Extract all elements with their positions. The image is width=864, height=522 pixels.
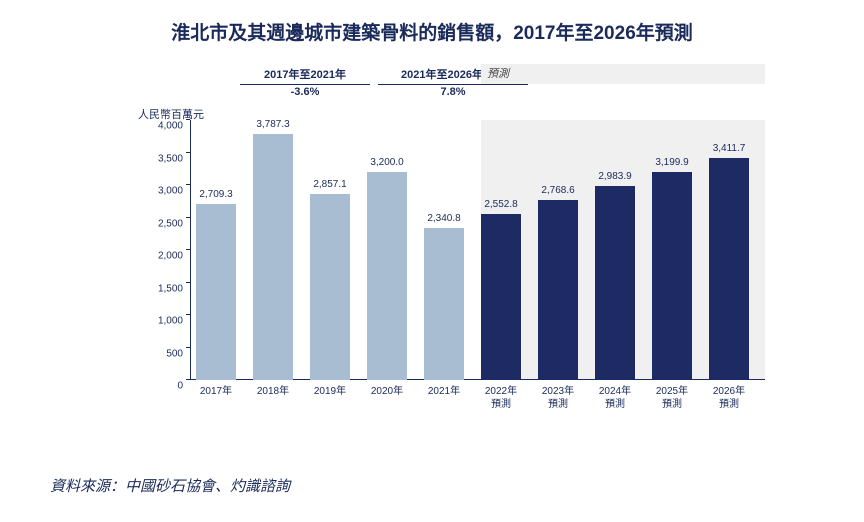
y-tick-mark bbox=[186, 249, 190, 250]
y-axis-line bbox=[190, 120, 191, 380]
x-tick-label: 2019年 bbox=[305, 386, 355, 399]
cagr-value: -3.6% bbox=[240, 86, 370, 98]
x-tick-label: 2018年 bbox=[248, 386, 298, 399]
bar bbox=[310, 194, 350, 380]
y-tick-mark bbox=[186, 314, 190, 315]
bar-value-label: 2,857.1 bbox=[300, 179, 360, 190]
bar-value-label: 2,983.9 bbox=[585, 171, 645, 182]
x-tick-label: 2022年預測 bbox=[476, 386, 526, 411]
y-tick-mark bbox=[186, 347, 190, 348]
y-tick-label: 0 bbox=[143, 381, 183, 392]
y-tick-label: 4,000 bbox=[143, 121, 183, 132]
bar-value-label: 2,709.3 bbox=[186, 189, 246, 200]
x-tick-label: 2020年 bbox=[362, 386, 412, 399]
bar bbox=[196, 204, 236, 380]
cagr-block: 2017年至2021年 -3.6% bbox=[240, 66, 370, 98]
bar-value-label: 3,200.0 bbox=[357, 157, 417, 168]
bar bbox=[367, 172, 407, 380]
y-tick-label: 2,500 bbox=[143, 218, 183, 229]
y-tick-label: 1,000 bbox=[143, 316, 183, 327]
x-tick-label: 2026年預測 bbox=[704, 386, 754, 411]
bar-value-label: 3,199.9 bbox=[642, 157, 702, 168]
bar-value-label: 2,768.6 bbox=[528, 185, 588, 196]
bar bbox=[253, 134, 293, 380]
bar bbox=[538, 200, 578, 380]
x-tick-label: 2024年預測 bbox=[590, 386, 640, 411]
y-tick-label: 1,500 bbox=[143, 283, 183, 294]
bar-value-label: 3,787.3 bbox=[243, 119, 303, 130]
cagr-divider bbox=[378, 84, 528, 85]
y-tick-mark bbox=[186, 152, 190, 153]
y-tick-mark bbox=[186, 282, 190, 283]
cagr-period: 2017年至2021年 bbox=[240, 66, 370, 82]
forecast-tag: 預測 bbox=[481, 64, 765, 84]
x-tick-label: 2021年 bbox=[419, 386, 469, 399]
cagr-divider bbox=[240, 84, 370, 85]
y-tick-label: 3,500 bbox=[143, 153, 183, 164]
y-tick-label: 500 bbox=[143, 348, 183, 359]
y-tick-mark bbox=[186, 379, 190, 380]
source-text: 資料來源：中國砂石協會、灼識諮詢 bbox=[50, 475, 290, 496]
bar bbox=[709, 158, 749, 380]
bar bbox=[595, 186, 635, 380]
y-tick-mark bbox=[186, 119, 190, 120]
y-tick-label: 2,000 bbox=[143, 251, 183, 262]
bar bbox=[481, 214, 521, 380]
bar bbox=[424, 228, 464, 380]
plot-area: 2,709.33,787.32,857.13,200.02,340.82,552… bbox=[190, 120, 765, 380]
y-tick-mark bbox=[186, 184, 190, 185]
x-tick-label: 2025年預測 bbox=[647, 386, 697, 411]
chart-title: 淮北市及其週邊城市建築骨料的銷售額，2017年至2026年預測 bbox=[0, 18, 864, 45]
bar-value-label: 2,552.8 bbox=[471, 199, 531, 210]
y-tick-mark bbox=[186, 217, 190, 218]
y-tick-label: 3,000 bbox=[143, 186, 183, 197]
cagr-value: 7.8% bbox=[378, 86, 528, 98]
x-tick-label: 2023年預測 bbox=[533, 386, 583, 411]
bar-value-label: 2,340.8 bbox=[414, 213, 474, 224]
bar-value-label: 3,411.7 bbox=[699, 143, 759, 154]
x-tick-label: 2017年 bbox=[191, 386, 241, 399]
bar bbox=[652, 172, 692, 380]
bar-chart: 2,709.33,787.32,857.13,200.02,340.82,552… bbox=[190, 120, 765, 380]
